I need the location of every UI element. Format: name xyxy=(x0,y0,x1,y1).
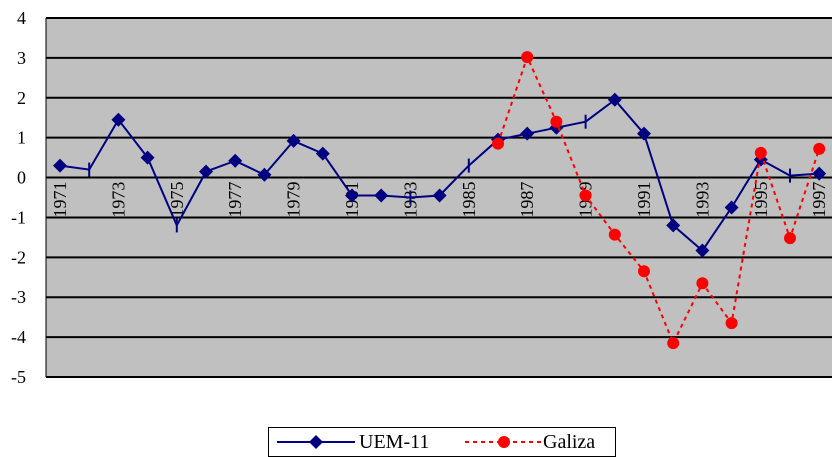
legend: UEM-11 Galiza xyxy=(268,427,616,457)
data-point xyxy=(608,228,621,241)
data-point xyxy=(374,188,389,203)
legend-item-galiza xyxy=(465,428,545,456)
data-point xyxy=(345,188,359,203)
x-tick-label: 1987 xyxy=(517,182,537,218)
x-tick-label: 1975 xyxy=(167,182,187,218)
x-tick-label: 1997 xyxy=(809,182,829,218)
data-point xyxy=(813,142,826,155)
y-tick-label: 2 xyxy=(17,88,26,108)
x-tick-label: 1971 xyxy=(50,182,70,218)
data-point xyxy=(550,115,563,128)
data-point xyxy=(228,153,243,168)
x-tick-label: 1977 xyxy=(225,182,245,218)
y-tick-label: -5 xyxy=(11,367,26,387)
data-point xyxy=(637,126,651,141)
y-tick-label: -3 xyxy=(11,287,26,307)
data-point xyxy=(521,51,534,64)
data-point xyxy=(520,126,535,141)
x-tick-label: 1991 xyxy=(634,182,654,218)
data-point xyxy=(784,232,796,245)
data-point xyxy=(286,133,301,148)
data-point xyxy=(638,265,650,278)
gridlines xyxy=(46,17,832,378)
legend-label-uem-11: UEM-11 xyxy=(359,431,430,453)
y-tick-label: 1 xyxy=(17,128,26,148)
data-point xyxy=(140,150,155,165)
data-point xyxy=(812,166,827,181)
data-point xyxy=(725,317,738,330)
y-tick-label: -2 xyxy=(11,247,26,267)
data-point xyxy=(696,277,709,290)
data-point xyxy=(579,189,592,202)
y-tick-label: -1 xyxy=(11,207,26,227)
x-tick-label: 1995 xyxy=(751,182,771,218)
data-point xyxy=(754,146,767,159)
data-point xyxy=(724,200,739,215)
data-point xyxy=(432,188,447,203)
data-point xyxy=(111,112,126,127)
legend-swatch-galiza xyxy=(465,436,543,448)
x-tick-label: 1993 xyxy=(692,182,712,218)
x-tick-label: 1979 xyxy=(284,182,304,218)
y-tick-label: -4 xyxy=(11,327,26,347)
data-point xyxy=(667,337,680,350)
y-axis-tick-labels: 4 3 2 1 0 -1 -2 -3 -4 -5 xyxy=(11,8,26,387)
data-point xyxy=(315,146,330,161)
data-point xyxy=(199,164,213,179)
x-tick-label: 1985 xyxy=(459,182,479,218)
data-point xyxy=(695,243,710,258)
x-tick-label: 1973 xyxy=(108,182,128,218)
y-tick-label: 3 xyxy=(17,48,26,68)
data-point xyxy=(53,158,67,173)
y-tick-label: 4 xyxy=(17,8,26,28)
data-point xyxy=(492,137,504,150)
legend-item-uem-11 xyxy=(277,428,367,456)
data-point xyxy=(666,218,681,233)
x-axis-tick-labels: 1971197319751977197919811983198519871989… xyxy=(50,182,829,218)
legend-swatch-uem-11 xyxy=(277,435,355,449)
legend-label-galiza: Galiza xyxy=(543,431,596,453)
series-galiza xyxy=(492,51,826,350)
series-layer xyxy=(53,51,827,350)
series-line xyxy=(497,54,821,346)
data-point xyxy=(607,92,622,107)
data-point xyxy=(257,167,272,182)
y-tick-label: 0 xyxy=(17,168,26,188)
